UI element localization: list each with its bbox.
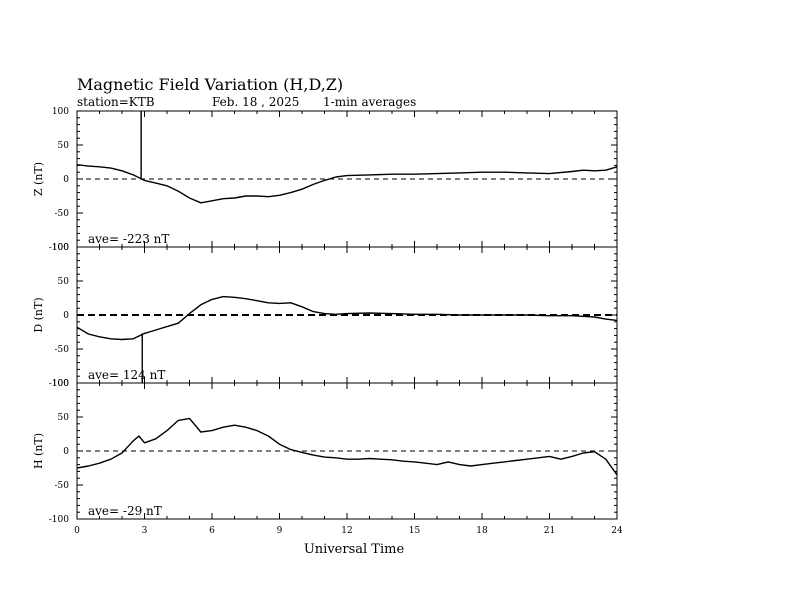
h-series-line [76, 417, 618, 476]
h-y-tick-label: 50 [58, 413, 70, 423]
x-tick-label: 9 [277, 526, 283, 536]
x-tick-label: 3 [142, 526, 148, 536]
station-label: station=KTB [77, 95, 155, 109]
d-y-axis-label: D (nT) [32, 297, 45, 332]
z-y-tick-label: 50 [58, 141, 70, 151]
d-y-tick-label: 50 [58, 277, 70, 287]
d-panel: 100 50 0 -50 -100 D (nT) ave= 124 nT [32, 243, 618, 389]
d-y-tick-label: 0 [63, 311, 69, 321]
z-panel: 100 50 0 -50 -100 Z (nT) ave= -223 nT [32, 107, 618, 253]
d-y-tick-label: -100 [49, 379, 69, 389]
h-y-axis-label: H (nT) [32, 433, 45, 469]
z-series-line [76, 164, 618, 204]
x-tick-label: 12 [341, 526, 352, 536]
date-label: Feb. 18 , 2025 [212, 95, 299, 109]
averaging-label: 1-min averages [323, 95, 416, 109]
x-axis-label: Universal Time [304, 542, 405, 557]
x-tick-labels: 0 3 6 9 12 15 18 21 24 [74, 526, 623, 536]
z-y-tick-label: -100 [49, 243, 69, 253]
h-panel: 100 50 0 -50 -100 H (nT) ave= -29 nT [32, 379, 618, 525]
d-y-tick-label: 100 [52, 243, 69, 253]
z-y-tick-label: 100 [52, 107, 69, 117]
x-tick-label: 18 [476, 526, 488, 536]
x-tick-label: 6 [209, 526, 215, 536]
h-y-tick-label: -50 [55, 481, 70, 491]
h-y-tick-label: 0 [63, 447, 69, 457]
chart-title: Magnetic Field Variation (H,D,Z) [77, 75, 343, 94]
x-tick-label: 21 [544, 526, 555, 536]
z-y-tick-label: 0 [63, 175, 69, 185]
h-y-tick-label: -100 [49, 515, 69, 525]
x-tick-label: 24 [611, 526, 623, 536]
x-tick-label: 0 [74, 526, 80, 536]
d-average-label: ave= 124 nT [88, 368, 165, 382]
h-y-tick-label: 100 [52, 379, 69, 389]
z-y-axis-label: Z (nT) [32, 162, 45, 196]
d-y-tick-label: -50 [55, 345, 70, 355]
h-average-label: ave= -29 nT [88, 504, 162, 518]
z-y-tick-label: -50 [55, 209, 70, 219]
d-series-line [76, 295, 618, 341]
x-tick-label: 15 [409, 526, 421, 536]
z-average-label: ave= -223 nT [88, 232, 169, 246]
